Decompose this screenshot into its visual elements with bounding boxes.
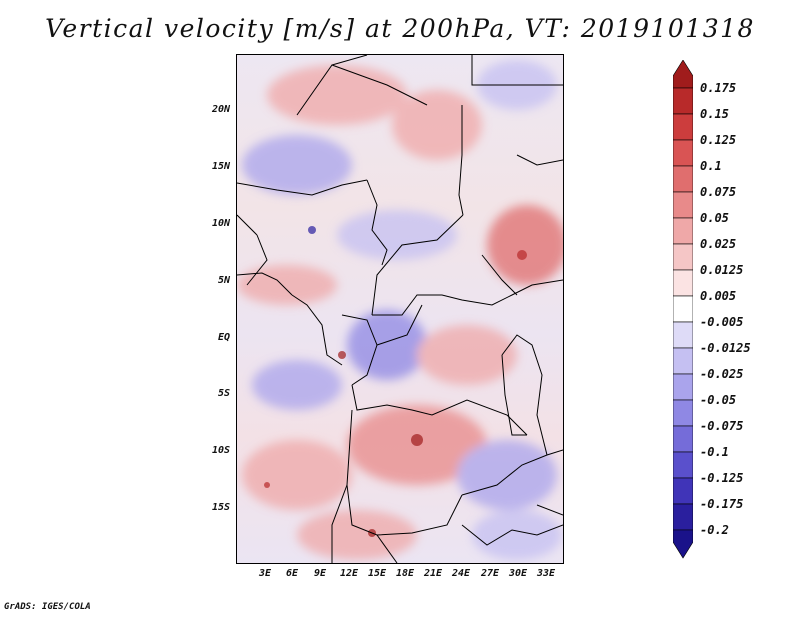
lat-label-5n: 5N	[217, 275, 230, 286]
colorbar-label: -0.0125	[700, 341, 751, 355]
footer-credit: GrADS: IGES/COLA	[4, 602, 91, 612]
colorbar-label: -0.125	[700, 471, 744, 485]
lat-label-eq: EQ	[217, 332, 230, 343]
map-title: Vertical velocity [m/s] at 200hPa, VT: 2…	[45, 14, 755, 43]
lon-label-18e: 18E	[395, 568, 415, 579]
lon-label-12e: 12E	[339, 568, 359, 579]
colorbar-segment	[673, 321, 693, 349]
lon-label-6e: 6E	[285, 568, 299, 579]
lon-label-15e: 15E	[367, 568, 387, 579]
colorbar-segment	[673, 60, 693, 89]
lon-label-27e: 27E	[480, 568, 500, 579]
vertical-velocity-field	[237, 55, 563, 563]
lat-label-5s: 5S	[217, 388, 230, 399]
colorbar-segment	[673, 269, 693, 297]
colorbar-segment	[673, 529, 693, 559]
lon-label-21e: 21E	[423, 568, 443, 579]
colorbar-segment	[673, 451, 693, 479]
colorbar-label: -0.1	[700, 445, 729, 459]
lat-label-15n: 15N	[211, 161, 230, 172]
colorbar-label: -0.05	[700, 393, 737, 407]
colorbar-segment	[673, 191, 693, 219]
colorbar	[673, 60, 693, 559]
colorbar-segment	[673, 477, 693, 505]
colorbar-label: 0.025	[700, 237, 737, 251]
lat-label-20n: 20N	[211, 104, 230, 115]
colorbar-segment	[673, 165, 693, 193]
lon-label-9e: 9E	[313, 568, 327, 579]
colorbar-label: -0.2	[700, 523, 729, 537]
colorbar-segment	[673, 503, 693, 531]
colorbar-label: 0.0125	[700, 263, 744, 277]
lon-label-33e: 33E	[536, 568, 556, 579]
colorbar-label: -0.075	[700, 419, 744, 433]
colorbar-segment	[673, 399, 693, 427]
colorbar-label: 0.125	[700, 133, 737, 147]
colorbar-segment	[673, 347, 693, 375]
colorbar-label: 0.175	[700, 81, 737, 95]
colorbar-label: 0.075	[700, 185, 737, 199]
lat-label-10n: 10N	[211, 218, 230, 229]
colorbar-label: -0.005	[700, 315, 744, 329]
colorbar-segment	[673, 373, 693, 401]
colorbar-segment	[673, 139, 693, 167]
lon-label-30e: 30E	[508, 568, 528, 579]
lon-label-3e: 3E	[258, 568, 272, 579]
colorbar-label: 0.15	[700, 107, 729, 121]
colorbar-segment	[673, 425, 693, 453]
colorbar-label: -0.025	[700, 367, 744, 381]
colorbar-label: 0.1	[700, 159, 722, 173]
lat-label-10s: 10S	[211, 445, 230, 456]
colorbar-segment	[673, 87, 693, 115]
colorbar-label: 0.05	[700, 211, 729, 225]
map-panel	[236, 54, 564, 564]
colorbar-label: -0.175	[700, 497, 744, 511]
lon-label-24e: 24E	[451, 568, 471, 579]
colorbar-segment	[673, 295, 693, 323]
colorbar-segment	[673, 217, 693, 245]
colorbar-label: 0.005	[700, 289, 737, 303]
colorbar-segment	[673, 243, 693, 271]
lat-label-15s: 15S	[211, 502, 230, 513]
colorbar-segment	[673, 113, 693, 141]
